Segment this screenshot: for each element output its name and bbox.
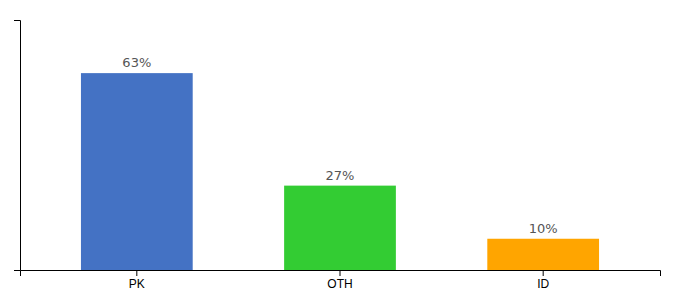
bar xyxy=(487,239,599,270)
x-tick: PK xyxy=(129,270,145,291)
data-label: 10% xyxy=(529,221,558,236)
x-tick: OTH xyxy=(327,270,352,291)
x-tick-label: ID xyxy=(537,277,549,291)
data-label: 63% xyxy=(122,55,151,70)
bar xyxy=(284,186,396,270)
x-tick-mark xyxy=(543,270,544,276)
plot: PK OTH ID 63% 27% 10% xyxy=(14,21,661,291)
data-labels: 63% 27% 10% xyxy=(122,55,557,236)
x-tick-mark xyxy=(340,270,341,276)
x-tick-mark xyxy=(136,270,137,276)
bar xyxy=(81,73,193,270)
x-axis-line xyxy=(21,271,661,277)
x-tick-label: OTH xyxy=(327,277,352,291)
y-axis-line xyxy=(14,21,21,271)
data-label: 27% xyxy=(326,168,355,183)
x-axis: PK OTH ID xyxy=(21,270,661,291)
bars xyxy=(81,73,599,270)
x-tick-label: PK xyxy=(129,277,145,291)
x-tick: ID xyxy=(537,270,549,291)
y-axis xyxy=(14,21,21,271)
chart: PK OTH ID 63% 27% 10% xyxy=(0,0,680,300)
